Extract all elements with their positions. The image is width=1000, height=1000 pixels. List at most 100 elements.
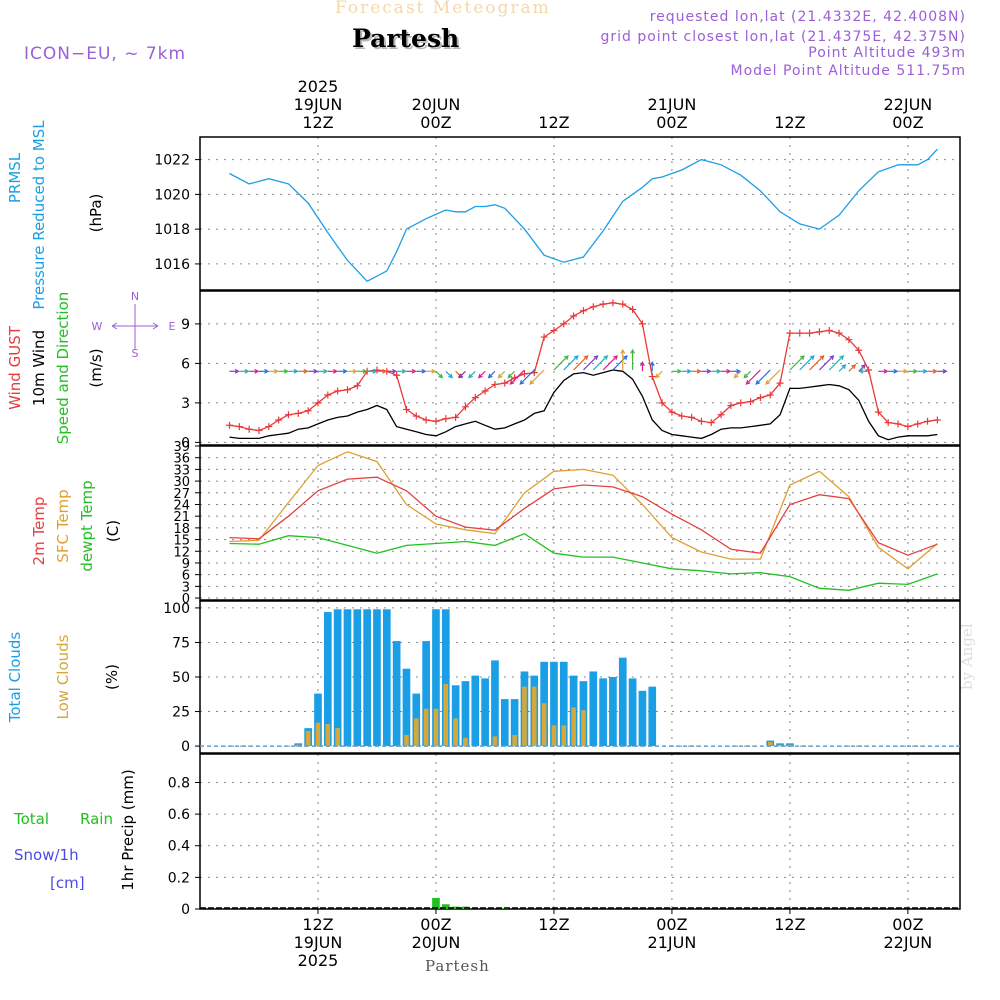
total-cloud-bar [648,686,657,747]
panel-frame [199,445,961,601]
panel-frame [199,753,961,910]
y-tick-label: 12 [173,545,190,560]
low-clouds-label: Low Clouds [54,634,72,719]
wind-arrow-head [696,368,702,374]
gust-marker [235,423,243,431]
wind-arrow-head [519,379,525,385]
wind-arrow-head [716,368,722,374]
total-cloud-bar [500,699,509,747]
total-cloud-bar [599,678,607,747]
wind-direction-arrow [445,370,453,379]
bottom-date-label: 22JUN [884,933,933,952]
bottom-time-label: 00Z [892,915,923,934]
y-tick-label: 9 [182,557,190,572]
y-tick-label: 1020 [154,187,190,203]
top-time-label: 12Z [538,113,569,132]
wind-arrow-head [583,355,589,360]
wind-direction-arrow [507,370,516,379]
wind-direction-arrow [848,364,856,372]
gust-marker [560,320,568,328]
wind-arrow-head [603,355,609,360]
wind-arrow-head [829,355,835,360]
gust-marker [442,415,450,423]
wind-direction-arrow [745,369,761,385]
compass-s: S [132,347,139,360]
wind-arrow-head [468,373,473,379]
y-tick-label: 33 [173,463,190,478]
y-tick-label: 24 [173,498,190,513]
top-date-label: 21JUN [648,95,697,114]
wind-unit: (m/s) [87,348,105,387]
wind-direction-arrow [818,355,834,371]
y-tick-label: 0.8 [168,775,190,791]
low-cloud-bar [443,683,449,747]
wind-direction-arrow [612,355,628,371]
y-tick-label: 3 [181,396,190,412]
temp-2m-line [229,476,938,556]
gust-marker [619,300,627,308]
total-cloud-bar [628,678,637,747]
y-tick-label: 0 [182,592,190,607]
low-cloud-bar [522,686,527,747]
wind-arrow-head [922,368,928,374]
top-time-label: 12Z [302,113,333,132]
compass-w: W [92,320,103,333]
bottom-time-label: 12Z [538,915,569,934]
wind-arrow-head [274,368,280,374]
total-cloud-bar [451,685,460,747]
gust-marker [294,409,302,417]
model-altitude: Model Point Altitude 511.75m [730,63,966,79]
temp-sfc-label: SFC Temp [54,489,72,562]
gust-marker [914,420,922,428]
wind-arrow-head [411,368,417,374]
wind-direction-arrow [510,369,525,385]
gust-marker [501,379,509,387]
gust-marker [609,299,617,307]
rain-bar [432,897,440,909]
pressure-label-prmsl: PRMSL [6,152,24,203]
wind-arrow-head [913,368,919,374]
wind-direction-arrow [488,370,496,379]
y-tick-label: 50 [172,670,190,686]
gust-marker [452,413,460,421]
footer-location: Partesh [425,957,490,975]
bottom-date-label: 21JUN [648,933,697,952]
total-cloud-bar [638,690,647,747]
y-tick-label: 3 [182,580,190,595]
wind-arrow-head [942,368,948,374]
gust-marker [265,423,273,431]
wind-arrow-head [244,368,250,374]
wind-direction-arrow [743,370,752,379]
precip-unit: 1hr Precip (mm) [119,769,137,890]
gust-marker [343,386,351,394]
bottom-time-label: 00Z [656,915,687,934]
gust-marker [353,382,361,390]
gust-marker [334,387,342,395]
wind-direction-arrow [468,370,476,379]
gust-marker [815,328,823,336]
gust-marker [924,417,932,425]
wind-arrow-head [733,373,739,379]
wind-direction-arrow [838,364,846,372]
total-cloud-bar [373,609,381,747]
low-cloud-bar [315,722,321,747]
low-cloud-bar [413,718,419,747]
wind-arrow-head [421,368,427,374]
wind-arrow-head [639,361,645,367]
gust-marker [432,417,440,425]
total-cloud-bar [481,678,489,747]
wind-arrow-head [622,355,628,360]
gust-marker [314,399,322,407]
gust-marker [284,411,292,419]
wind-arrow-head [509,379,515,385]
snow-label: Snow/1h [14,846,79,864]
low-cloud-bar [581,710,586,747]
wind-direction-arrow [858,364,866,372]
total-cloud-bar [510,699,519,747]
wind-direction-arrow [799,355,815,371]
gust-marker [697,417,705,425]
wind-arrow-head [613,355,618,360]
gust-marker [225,421,233,429]
clouds-unit: (%) [103,664,121,690]
bottom-year-label: 2025 [298,951,339,970]
